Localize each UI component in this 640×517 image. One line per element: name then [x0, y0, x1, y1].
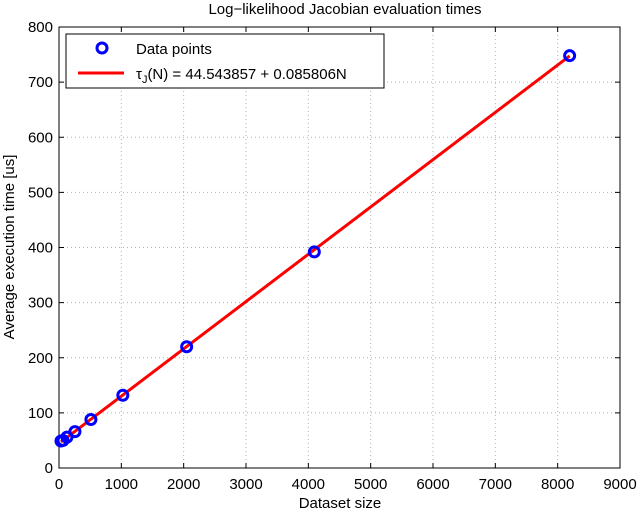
data-point [563, 49, 577, 63]
grid [59, 27, 620, 468]
y-tick-label: 0 [45, 460, 53, 477]
legend-formula: (N) = 44.543857 + 0.085806N [147, 66, 346, 83]
legend-label-data-points: Data points [136, 41, 212, 58]
chart-title: Log−likelihood Jacobian evaluation times [208, 1, 481, 18]
legend-box [65, 33, 385, 89]
legend-marker-data-points [95, 41, 109, 55]
y-tick-label: 600 [28, 129, 53, 146]
legend-subscript: J [142, 74, 148, 86]
x-tick-label: 9000 [603, 476, 636, 493]
y-tick-label: 400 [28, 240, 53, 257]
data-point [116, 388, 130, 402]
y-tick-label: 300 [28, 295, 53, 312]
fit-line [60, 54, 571, 444]
x-tick-label: 7000 [479, 476, 512, 493]
x-tick-label: 2000 [167, 476, 200, 493]
fit-line-series [60, 54, 571, 444]
x-tick-label: 0 [55, 476, 63, 493]
x-tick-label: 8000 [541, 476, 574, 493]
y-tick-label: 500 [28, 184, 53, 201]
x-tick-label: 1000 [105, 476, 138, 493]
y-tick-label: 800 [28, 19, 53, 36]
y-tick-labels: 0 100 200 300 400 500 600 700 800 [28, 19, 53, 477]
x-tick-label: 5000 [354, 476, 387, 493]
legend: Data points τJ(N) = 44.543857 + 0.085806… [65, 33, 385, 89]
x-axis-label: Dataset size [299, 495, 382, 512]
x-tick-label: 6000 [416, 476, 449, 493]
x-tick-label: 3000 [229, 476, 262, 493]
data-points-series [54, 49, 577, 448]
y-tick-label: 700 [28, 74, 53, 91]
x-tick-label: 4000 [292, 476, 325, 493]
y-axis-label: Average execution time [us] [1, 155, 18, 340]
data-point [180, 340, 194, 354]
x-tick-labels: 0 1000 2000 3000 4000 5000 6000 7000 8000 9000 [55, 476, 637, 493]
legend-tau-symbol: τ [136, 66, 142, 83]
data-point [84, 412, 98, 426]
data-point [307, 245, 321, 259]
legend-label-fit-line: τJ(N) = 44.543857 + 0.085806N [136, 66, 347, 86]
y-tick-label: 200 [28, 350, 53, 367]
data-point [68, 425, 82, 439]
y-tick-label: 100 [28, 405, 53, 422]
axis-ticks [58, 26, 621, 469]
